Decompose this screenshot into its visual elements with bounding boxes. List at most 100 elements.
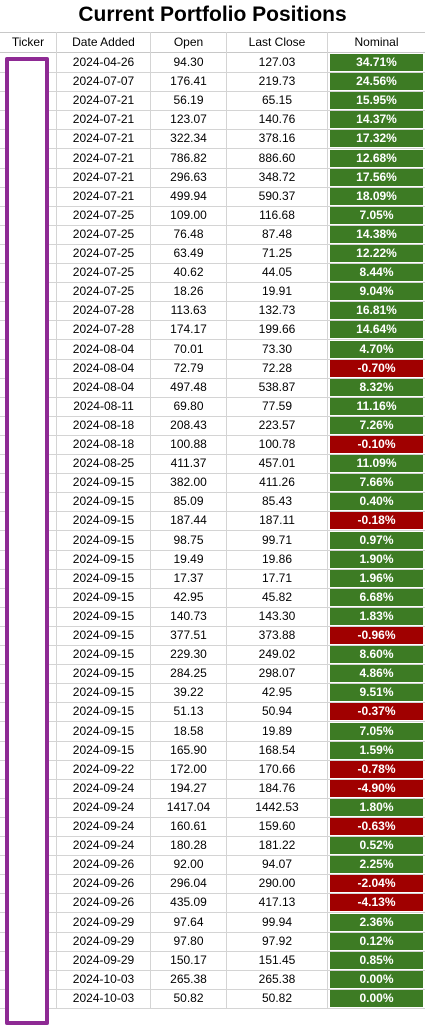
date-added-cell[interactable]: 2024-09-15 (72, 475, 135, 490)
open-price-cell[interactable]: 160.61 (170, 819, 207, 833)
nominal-change-cell[interactable]: -0.10% (330, 436, 423, 453)
nominal-change-cell[interactable]: 8.32% (330, 378, 423, 396)
open-price-cell[interactable]: 98.75 (173, 532, 204, 547)
nominal-change-cell[interactable]: 18.09% (330, 187, 423, 205)
nominal-change-cell[interactable]: 6.68% (330, 588, 423, 606)
nominal-change-cell[interactable]: -0.70% (330, 359, 423, 377)
date-added-cell[interactable]: 2024-09-26 (72, 876, 135, 891)
header-last-close[interactable]: Last Close (248, 35, 306, 49)
date-added-cell[interactable]: 2024-09-15 (72, 742, 135, 757)
last-close-cell[interactable]: 151.45 (258, 952, 296, 967)
last-close-cell[interactable]: 373.88 (258, 628, 296, 642)
nominal-change-cell[interactable]: 14.38% (330, 225, 423, 243)
date-added-cell[interactable]: 2024-09-15 (72, 532, 135, 547)
date-added-cell[interactable]: 2024-09-24 (72, 780, 135, 795)
nominal-change-cell[interactable]: 11.16% (330, 397, 423, 415)
table-row[interactable]: 2024-09-26 435.09 417.13 -4.13% (0, 893, 425, 914)
open-price-cell[interactable]: 187.44 (170, 513, 207, 528)
last-close-cell[interactable]: 223.57 (258, 417, 296, 432)
date-added-cell[interactable]: 2024-04-26 (72, 55, 135, 69)
open-price-cell[interactable]: 18.26 (173, 284, 204, 299)
date-added-cell[interactable]: 2024-07-25 (72, 246, 135, 260)
open-price-cell[interactable]: 40.62 (173, 265, 204, 280)
date-added-cell[interactable]: 2024-07-21 (72, 112, 135, 127)
date-added-cell[interactable]: 2024-09-15 (72, 647, 135, 662)
nominal-change-cell[interactable]: 0.97% (330, 531, 423, 549)
last-close-cell[interactable]: 298.07 (258, 666, 296, 681)
nominal-change-cell[interactable]: 7.66% (330, 474, 423, 492)
date-added-cell[interactable]: 2024-07-21 (72, 150, 135, 165)
nominal-change-cell[interactable]: 8.60% (330, 646, 423, 664)
open-price-cell[interactable]: 97.80 (173, 933, 204, 948)
last-close-cell[interactable]: 19.89 (261, 723, 293, 738)
nominal-change-cell[interactable]: 1.96% (330, 569, 423, 587)
last-close-cell[interactable]: 265.38 (258, 971, 296, 986)
table-row[interactable]: 2024-09-26 296.04 290.00 -2.04% (0, 874, 425, 895)
last-close-cell[interactable]: 378.16 (258, 131, 296, 146)
open-price-cell[interactable]: 208.43 (170, 417, 207, 432)
nominal-change-cell[interactable]: 9.51% (330, 684, 423, 702)
open-price-cell[interactable]: 165.90 (170, 742, 207, 757)
last-close-cell[interactable]: 159.60 (258, 819, 296, 833)
date-added-cell[interactable]: 2024-08-04 (72, 341, 135, 356)
table-row[interactable]: 2024-07-25 40.62 44.05 8.44% (0, 263, 425, 284)
open-price-cell[interactable]: 176.41 (170, 74, 207, 89)
table-row[interactable]: 2024-08-18 208.43 223.57 7.26% (0, 416, 425, 436)
last-close-cell[interactable]: 184.76 (258, 780, 296, 795)
table-row[interactable]: 2024-07-21 499.94 590.37 18.09% (0, 187, 425, 207)
open-price-cell[interactable]: 19.49 (173, 551, 204, 566)
nominal-change-cell[interactable]: 7.05% (330, 722, 423, 740)
nominal-change-cell[interactable]: 15.95% (330, 92, 423, 110)
date-added-cell[interactable]: 2024-07-21 (72, 169, 135, 184)
date-added-cell[interactable]: 2024-08-04 (72, 360, 135, 375)
open-price-cell[interactable]: 18.58 (173, 723, 204, 738)
nominal-change-cell[interactable]: -0.78% (330, 760, 423, 778)
last-close-cell[interactable]: 85.43 (261, 494, 293, 509)
date-added-cell[interactable]: 2024-07-21 (72, 131, 135, 146)
last-close-cell[interactable]: 187.11 (259, 513, 295, 528)
table-row[interactable]: 2024-04-26 94.30 127.03 34.71% (0, 53, 425, 73)
date-added-cell[interactable]: 2024-07-28 (72, 322, 135, 337)
nominal-change-cell[interactable]: 0.12% (330, 932, 423, 950)
last-close-cell[interactable]: 73.30 (261, 341, 293, 356)
nominal-change-cell[interactable]: 0.00% (330, 970, 423, 988)
last-close-cell[interactable]: 219.73 (258, 74, 296, 89)
nominal-change-cell[interactable]: 17.56% (330, 168, 423, 186)
date-added-cell[interactable]: 2024-09-15 (72, 704, 135, 719)
table-row[interactable]: 2024-09-24 180.28 181.22 0.52% (0, 836, 425, 857)
open-price-cell[interactable]: 174.17 (170, 322, 207, 337)
open-price-cell[interactable]: 85.09 (173, 494, 204, 509)
open-price-cell[interactable]: 92.00 (173, 857, 204, 872)
date-added-cell[interactable]: 2024-09-29 (72, 914, 135, 929)
open-price-cell[interactable]: 296.63 (170, 169, 207, 184)
nominal-change-cell[interactable]: 24.56% (330, 73, 423, 91)
table-row[interactable]: 2024-09-15 165.90 168.54 1.59% (0, 741, 425, 761)
nominal-change-cell[interactable]: 9.04% (330, 283, 423, 301)
last-close-cell[interactable]: 132.73 (258, 303, 296, 318)
table-row[interactable]: 2024-07-21 786.82 886.60 12.68% (0, 149, 425, 169)
date-added-cell[interactable]: 2024-08-25 (72, 456, 135, 471)
last-close-cell[interactable]: 99.71 (261, 532, 293, 547)
table-row[interactable]: 2024-10-03 265.38 265.38 0.00% (0, 970, 425, 990)
table-row[interactable]: 2024-09-24 194.27 184.76 -4.90% (0, 779, 425, 799)
open-price-cell[interactable]: 284.25 (170, 666, 207, 681)
table-row[interactable]: 2024-07-25 63.49 71.25 12.22% (0, 244, 425, 264)
date-added-cell[interactable]: 2024-09-29 (72, 952, 135, 967)
nominal-change-cell[interactable]: 1.59% (330, 741, 423, 759)
last-close-cell[interactable]: 181.22 (258, 838, 296, 853)
last-close-cell[interactable]: 590.37 (258, 188, 296, 203)
open-price-cell[interactable]: 97.64 (173, 914, 204, 929)
table-row[interactable]: 2024-09-29 150.17 151.45 0.85% (0, 951, 425, 971)
nominal-change-cell[interactable]: 1.83% (330, 607, 423, 625)
last-close-cell[interactable]: 417.13 (258, 895, 296, 910)
date-added-cell[interactable]: 2024-08-04 (72, 379, 135, 394)
date-added-cell[interactable]: 2024-09-15 (72, 589, 135, 604)
open-price-cell[interactable]: 499.94 (170, 188, 207, 203)
table-row[interactable]: 2024-09-15 229.30 249.02 8.60% (0, 645, 425, 666)
open-price-cell[interactable]: 70.01 (173, 341, 204, 356)
nominal-change-cell[interactable]: 12.22% (330, 245, 423, 262)
open-price-cell[interactable]: 435.09 (170, 895, 207, 910)
date-added-cell[interactable]: 2024-09-22 (72, 761, 135, 776)
date-added-cell[interactable]: 2024-09-15 (72, 551, 135, 566)
last-close-cell[interactable]: 199.66 (258, 322, 296, 337)
